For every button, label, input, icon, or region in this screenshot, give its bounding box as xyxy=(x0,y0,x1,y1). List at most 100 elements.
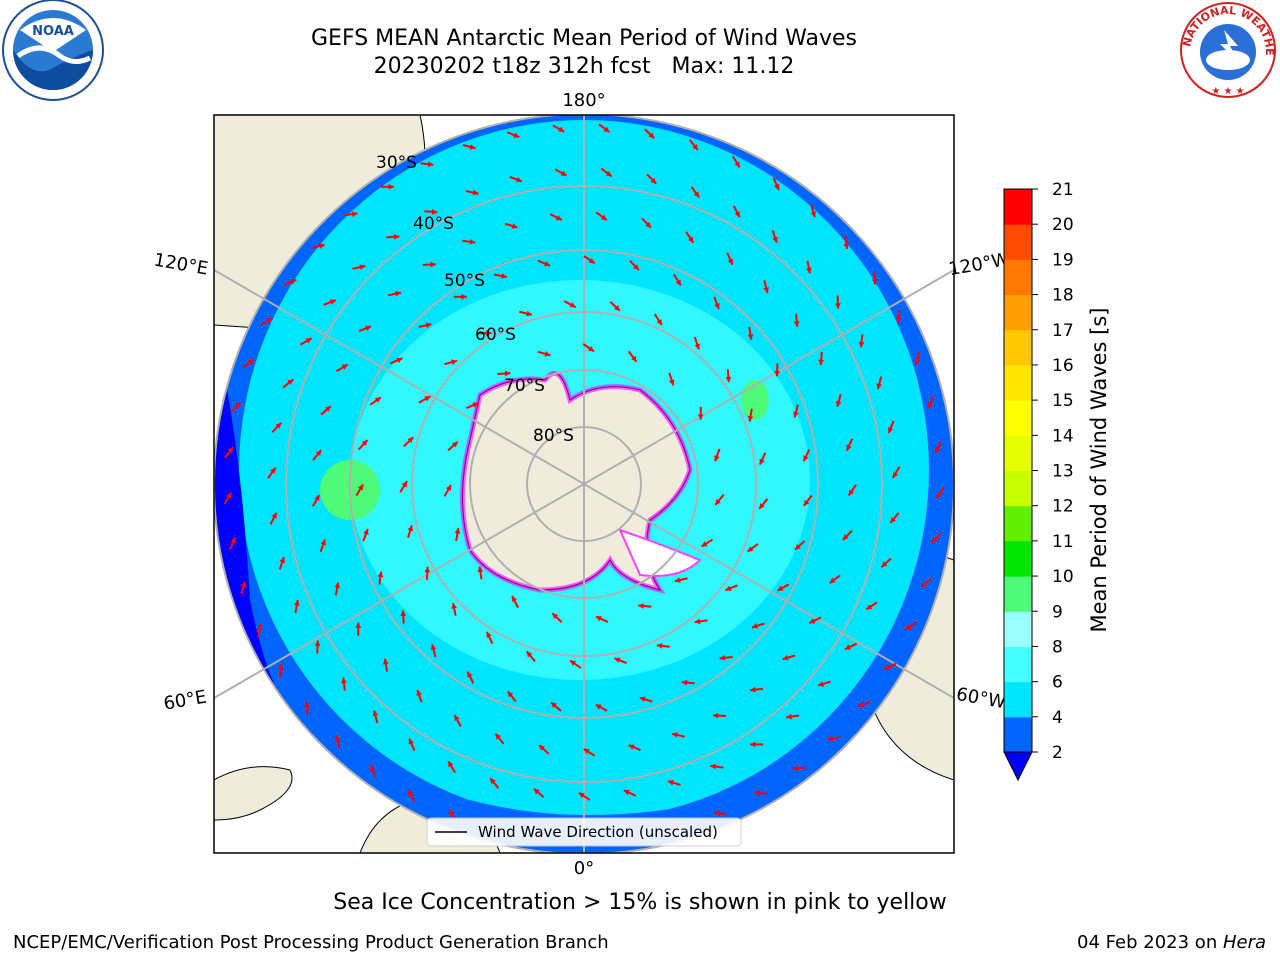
wave-arrow-head xyxy=(892,471,898,478)
colorbar-swatch xyxy=(1004,540,1032,577)
lat-label-40s: 40°S xyxy=(413,214,454,234)
wave-arrow-head xyxy=(750,686,756,693)
lon-label-180: 180° xyxy=(562,90,605,111)
wave-arrow-head xyxy=(461,293,467,300)
colorbar-tick-label: 8 xyxy=(1052,637,1063,657)
wave-arrow-head xyxy=(727,258,734,265)
wave-arrow-head xyxy=(895,317,902,324)
wave-arrow-head xyxy=(401,481,408,488)
wave-arrow-head xyxy=(600,214,607,221)
wave-arrow-head xyxy=(645,221,652,228)
noaa-logo: NOAA xyxy=(0,0,106,102)
wave-arrow-head xyxy=(719,654,726,661)
wave-arrow-head xyxy=(408,790,414,797)
wave-arrow-head xyxy=(329,299,336,305)
wave-arrow-head xyxy=(305,338,312,344)
wave-arrow-head xyxy=(315,450,322,456)
wave-arrow-head xyxy=(782,654,789,661)
wave-arrow-head xyxy=(430,644,437,651)
wave-arrow-head xyxy=(754,790,761,797)
wave-arrow-head xyxy=(890,516,896,523)
wave-arrow-head xyxy=(714,303,720,309)
wave-arrow-head xyxy=(495,733,502,740)
colorbar-swatch xyxy=(1004,611,1032,647)
wave-arrow-head xyxy=(866,604,873,610)
wave-arrow-head xyxy=(871,279,878,285)
wave-arrow-head xyxy=(793,411,799,418)
wave-arrow-head xyxy=(388,183,394,190)
wave-arrow-head xyxy=(810,211,817,218)
colorbar-swatch xyxy=(1004,259,1032,296)
wave-arrow-head xyxy=(675,279,681,286)
wave-arrow-head xyxy=(614,305,620,311)
wave-arrow-head xyxy=(759,458,765,465)
colorbar-tick-label: 19 xyxy=(1052,250,1074,270)
wave-arrow-head xyxy=(355,622,362,628)
wave-arrow-head xyxy=(472,189,479,196)
svg-text:★ ★ ★: ★ ★ ★ xyxy=(1211,86,1244,97)
wave-arrow-head xyxy=(884,664,891,670)
wave-arrow-head xyxy=(931,537,938,544)
nws-logo: NATIONAL WEATHER SERVICE ★ ★ ★ xyxy=(1172,0,1280,100)
wave-arrow-head xyxy=(363,528,369,535)
colorbar-tick-label: 9 xyxy=(1052,602,1063,622)
wave-arrow-head xyxy=(628,744,635,750)
wave-arrow-head xyxy=(588,345,595,352)
wave-arrow-head xyxy=(751,623,758,629)
colorbar-tick-label: 11 xyxy=(1052,532,1074,552)
wave-arrow-head xyxy=(359,264,366,270)
wave-arrow-head xyxy=(734,211,740,218)
wave-arrow-head xyxy=(935,446,941,453)
wave-arrow-head xyxy=(605,170,612,177)
colorbar-tick-label: 17 xyxy=(1052,321,1074,341)
wave-arrow-head xyxy=(905,624,912,630)
date-text: 04 Feb 2023 xyxy=(1077,932,1190,953)
wave-arrow-head xyxy=(633,264,639,271)
wave-arrow-head xyxy=(515,176,522,183)
wave-arrow-head xyxy=(275,422,282,429)
wave-arrow-head xyxy=(490,778,496,785)
wave-arrow-head xyxy=(467,671,473,678)
wave-arrow-head xyxy=(555,215,562,221)
wave-arrow-head xyxy=(881,561,888,568)
wave-arrow-head xyxy=(674,577,681,583)
wave-arrow-head xyxy=(777,585,784,591)
wave-arrow-head xyxy=(365,325,372,331)
wave-arrow-head xyxy=(351,211,358,218)
wave-arrow-head xyxy=(424,396,431,402)
wave-arrow-head xyxy=(818,359,824,365)
wave-arrow-head xyxy=(341,677,347,684)
date-stamp: 04 Feb 2023 on Hera xyxy=(1077,932,1266,953)
wave-arrow-head xyxy=(595,704,602,710)
wave-arrow-head xyxy=(786,713,792,720)
wave-arrow-head xyxy=(623,789,630,796)
wave-arrow-head xyxy=(648,132,655,139)
wave-arrow-head xyxy=(230,537,236,544)
wave-arrow-head xyxy=(427,161,434,168)
wave-arrow-head xyxy=(472,402,479,408)
wave-arrow-head xyxy=(486,631,492,638)
wave-arrow-head xyxy=(361,440,368,446)
lat-label-80s: 80°S xyxy=(533,426,574,446)
wave-arrow-head xyxy=(656,319,662,326)
wave-arrow-head xyxy=(842,534,849,541)
wave-arrow-head xyxy=(234,402,241,409)
wave-arrow-head xyxy=(369,765,376,772)
colorbar-swatch xyxy=(1004,189,1032,225)
wave-arrow-head xyxy=(844,644,851,650)
legend-label: Wind Wave Direction (unscaled) xyxy=(478,823,718,841)
wave-arrow-head xyxy=(425,322,432,329)
wave-arrow-head xyxy=(793,321,800,327)
wave-arrow-head xyxy=(693,191,700,198)
colorbar-swatch xyxy=(1004,716,1032,753)
wave-arrow-head xyxy=(416,689,422,696)
wave-arrow-head xyxy=(430,261,436,268)
colorbar-tick-label: 21 xyxy=(1052,180,1074,200)
wave-arrow-head xyxy=(772,236,778,243)
colorbar-swatch xyxy=(1004,329,1032,366)
wave-arrow-head xyxy=(774,183,780,190)
wave-arrow-head xyxy=(936,492,942,499)
wave-arrow-head xyxy=(445,484,451,491)
map-legend: Wind Wave Direction (unscaled) xyxy=(426,817,742,847)
madagascar-land xyxy=(214,766,293,821)
